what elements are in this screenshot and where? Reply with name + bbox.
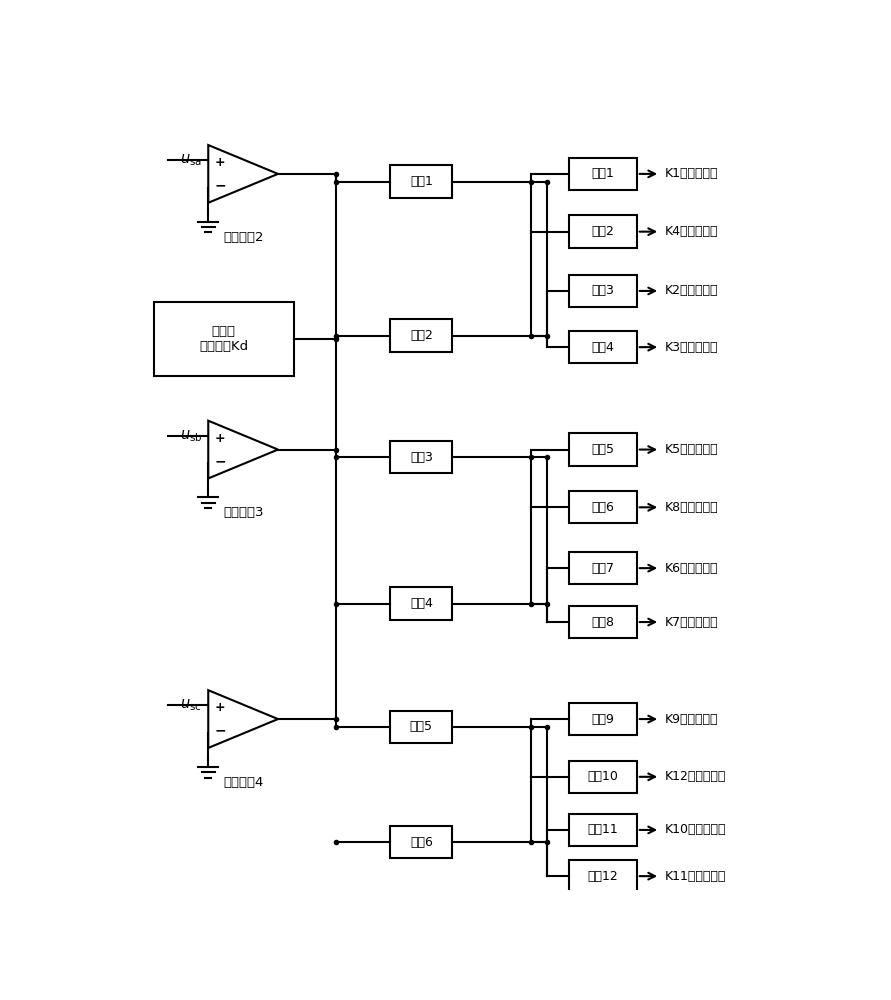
Text: K3的控制信号: K3的控制信号 bbox=[665, 341, 718, 354]
Text: −: − bbox=[214, 724, 225, 738]
Text: 或门3: 或门3 bbox=[592, 284, 614, 297]
Text: 或门10: 或门10 bbox=[587, 770, 618, 783]
Bar bbox=[154, 302, 293, 376]
Bar bbox=[568, 703, 637, 735]
Text: 或门4: 或门4 bbox=[592, 341, 614, 354]
Bar bbox=[390, 826, 453, 858]
Text: 非门3: 非门3 bbox=[410, 451, 433, 464]
Text: K6的控制信号: K6的控制信号 bbox=[665, 562, 718, 575]
Text: K8的控制信号: K8的控制信号 bbox=[665, 501, 718, 514]
Text: K5的控制信号: K5的控制信号 bbox=[665, 443, 718, 456]
Text: K2的控制信号: K2的控制信号 bbox=[665, 284, 718, 297]
Bar bbox=[390, 319, 453, 352]
Bar bbox=[390, 587, 453, 620]
Text: 占空比
控制信号Kd: 占空比 控制信号Kd bbox=[200, 325, 249, 353]
Text: K9的控制信号: K9的控制信号 bbox=[665, 713, 718, 726]
Text: +: + bbox=[215, 432, 225, 445]
Text: $u_{\rm sc}$: $u_{\rm sc}$ bbox=[180, 697, 202, 713]
Text: 或门5: 或门5 bbox=[592, 443, 614, 456]
Text: 非门4: 非门4 bbox=[410, 597, 433, 610]
Text: 非门1: 非门1 bbox=[410, 175, 433, 188]
Text: 非门5: 非门5 bbox=[410, 720, 433, 733]
Text: 或门6: 或门6 bbox=[592, 501, 614, 514]
Bar bbox=[568, 331, 637, 363]
Text: K1的控制信号: K1的控制信号 bbox=[665, 167, 718, 180]
Text: K7的控制信号: K7的控制信号 bbox=[665, 616, 718, 629]
Bar bbox=[568, 433, 637, 466]
Bar bbox=[390, 165, 453, 198]
Text: +: + bbox=[215, 156, 225, 169]
Text: 非门2: 非门2 bbox=[410, 329, 433, 342]
Text: 或门2: 或门2 bbox=[592, 225, 614, 238]
Text: 或门12: 或门12 bbox=[587, 870, 618, 883]
Bar bbox=[568, 860, 637, 892]
Text: 电压比较4: 电压比较4 bbox=[223, 776, 264, 789]
Text: $u_{\rm sb}$: $u_{\rm sb}$ bbox=[180, 428, 202, 444]
Text: 或门9: 或门9 bbox=[592, 713, 614, 726]
Text: 电压比较2: 电压比较2 bbox=[223, 231, 264, 244]
Text: +: + bbox=[215, 701, 225, 714]
Bar bbox=[390, 441, 453, 473]
Text: K12的控制信号: K12的控制信号 bbox=[665, 770, 726, 783]
Bar bbox=[568, 215, 637, 248]
Text: 电压比较3: 电压比较3 bbox=[223, 506, 264, 519]
Bar bbox=[390, 711, 453, 743]
Bar bbox=[568, 761, 637, 793]
Text: K4的控制信号: K4的控制信号 bbox=[665, 225, 718, 238]
Text: 或门11: 或门11 bbox=[587, 823, 618, 836]
Text: −: − bbox=[214, 178, 225, 192]
Bar bbox=[568, 814, 637, 846]
Bar bbox=[568, 552, 637, 584]
Bar bbox=[568, 606, 637, 638]
Text: 或门8: 或门8 bbox=[592, 616, 614, 629]
Bar bbox=[568, 491, 637, 523]
Text: $u_{\rm sa}$: $u_{\rm sa}$ bbox=[180, 152, 202, 168]
Text: K11的控制信号: K11的控制信号 bbox=[665, 870, 726, 883]
Bar bbox=[568, 275, 637, 307]
Text: 非门6: 非门6 bbox=[410, 836, 433, 849]
Text: K10的控制信号: K10的控制信号 bbox=[665, 823, 726, 836]
Text: −: − bbox=[214, 454, 225, 468]
Text: 或门7: 或门7 bbox=[592, 562, 614, 575]
Text: 或门1: 或门1 bbox=[592, 167, 614, 180]
Bar bbox=[568, 158, 637, 190]
